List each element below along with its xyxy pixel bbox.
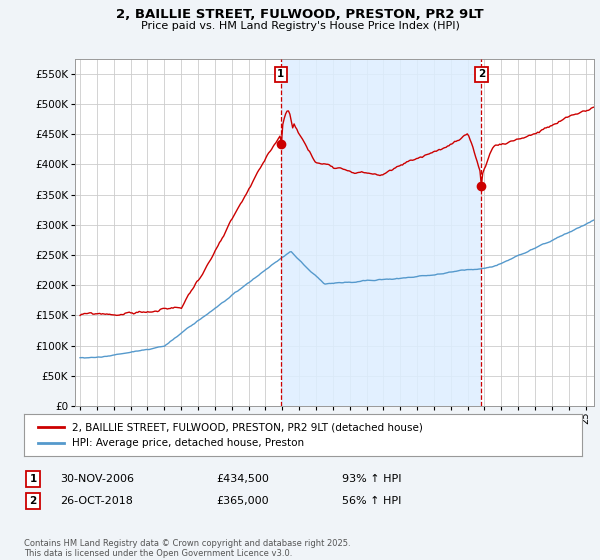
Bar xyxy=(281,59,481,406)
Text: 2: 2 xyxy=(478,69,485,80)
Text: 26-OCT-2018: 26-OCT-2018 xyxy=(60,496,133,506)
Legend: 2, BAILLIE STREET, FULWOOD, PRESTON, PR2 9LT (detached house), HPI: Average pric: 2, BAILLIE STREET, FULWOOD, PRESTON, PR2… xyxy=(35,419,426,451)
Text: £434,500: £434,500 xyxy=(216,474,269,484)
Text: 56% ↑ HPI: 56% ↑ HPI xyxy=(342,496,401,506)
Text: 1: 1 xyxy=(29,474,37,484)
Text: 1: 1 xyxy=(277,69,284,80)
Text: £365,000: £365,000 xyxy=(216,496,269,506)
Text: 2: 2 xyxy=(29,496,37,506)
Text: 2, BAILLIE STREET, FULWOOD, PRESTON, PR2 9LT: 2, BAILLIE STREET, FULWOOD, PRESTON, PR2… xyxy=(116,8,484,21)
Text: Price paid vs. HM Land Registry's House Price Index (HPI): Price paid vs. HM Land Registry's House … xyxy=(140,21,460,31)
Text: 93% ↑ HPI: 93% ↑ HPI xyxy=(342,474,401,484)
Text: 30-NOV-2006: 30-NOV-2006 xyxy=(60,474,134,484)
Text: Contains HM Land Registry data © Crown copyright and database right 2025.
This d: Contains HM Land Registry data © Crown c… xyxy=(24,539,350,558)
